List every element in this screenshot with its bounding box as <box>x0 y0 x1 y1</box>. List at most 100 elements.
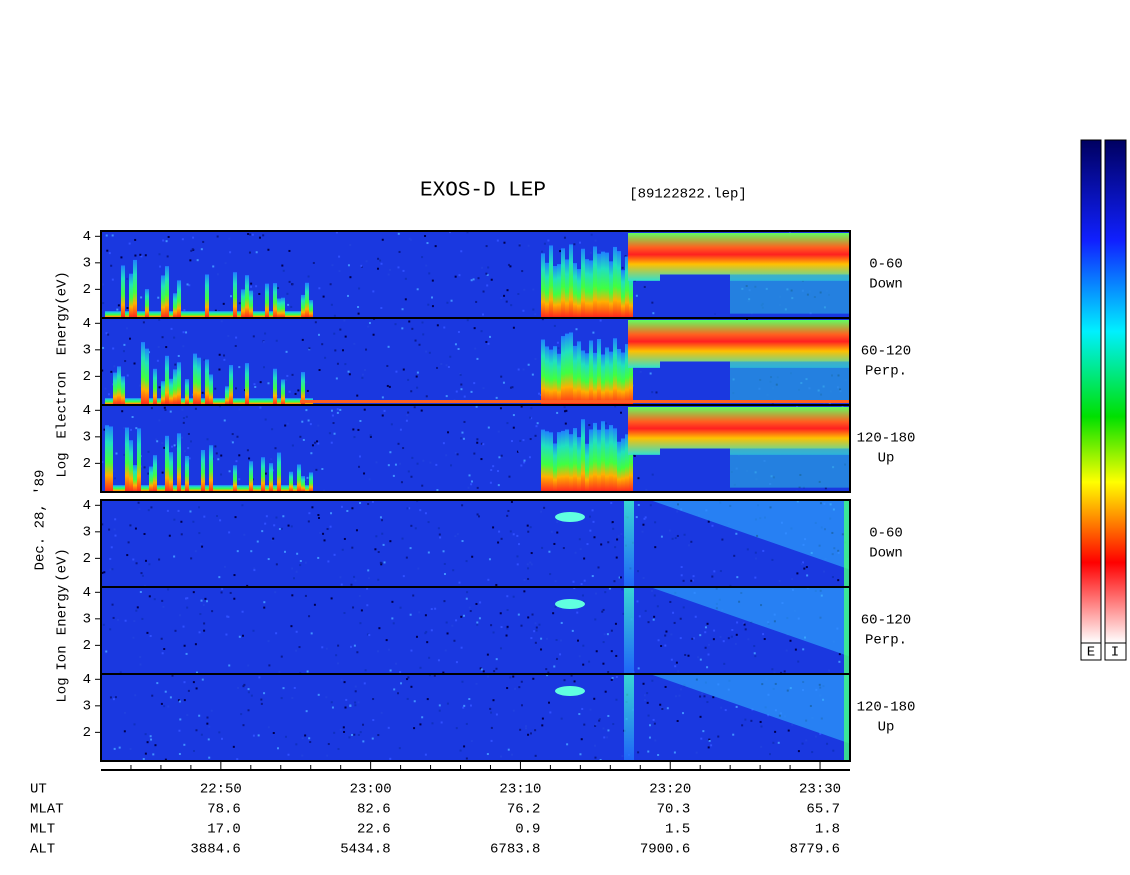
noise <box>365 260 368 263</box>
intensity <box>549 349 553 405</box>
noise <box>151 694 154 697</box>
noise <box>284 735 287 738</box>
intensity <box>221 485 225 492</box>
noise <box>517 292 520 295</box>
intensity <box>621 352 625 405</box>
intensity <box>628 233 850 281</box>
noise <box>353 575 356 578</box>
noise <box>144 752 147 755</box>
noise <box>547 671 550 674</box>
noise <box>381 532 384 535</box>
noise <box>598 719 601 722</box>
noise <box>428 351 431 354</box>
noise <box>278 670 281 673</box>
noise <box>576 611 579 614</box>
intensity <box>133 465 137 492</box>
noise <box>416 462 419 465</box>
orbit-value: 6783.8 <box>490 842 540 858</box>
intensity <box>730 448 850 488</box>
noise <box>200 248 203 251</box>
noise <box>498 456 501 459</box>
noise <box>276 747 279 750</box>
noise <box>372 333 375 336</box>
noise <box>453 639 456 642</box>
noise <box>675 661 678 664</box>
noise <box>824 487 827 490</box>
noise <box>753 652 756 655</box>
noise <box>563 679 566 682</box>
intensity <box>109 311 113 318</box>
noise <box>192 681 195 684</box>
noise <box>583 557 586 560</box>
noise <box>541 250 544 253</box>
noise <box>167 588 170 591</box>
noise <box>387 726 390 729</box>
noise <box>158 558 161 561</box>
noise <box>325 696 328 699</box>
intensity <box>153 368 157 405</box>
noise <box>697 656 700 659</box>
noise <box>230 295 233 298</box>
noise <box>180 533 183 536</box>
noise <box>470 483 473 486</box>
noise <box>280 655 283 658</box>
noise <box>581 594 584 597</box>
noise <box>682 579 685 582</box>
noise <box>499 407 502 410</box>
noise <box>664 685 667 688</box>
noise <box>260 698 263 701</box>
orbit-row-name: UT <box>30 782 47 798</box>
noise <box>305 409 308 412</box>
noise <box>288 280 291 283</box>
noise <box>369 435 372 438</box>
noise <box>187 689 190 692</box>
colorbar-label: E <box>1087 645 1095 661</box>
noise <box>194 550 197 553</box>
noise <box>735 532 738 535</box>
noise <box>310 632 313 635</box>
noise <box>431 722 434 725</box>
noise <box>426 698 429 701</box>
noise <box>397 692 400 695</box>
noise <box>463 420 466 423</box>
noise <box>127 541 130 544</box>
noise <box>358 455 361 458</box>
noise <box>362 740 365 743</box>
noise <box>803 567 806 570</box>
noise <box>343 319 346 322</box>
noise <box>150 407 153 410</box>
noise <box>304 561 307 564</box>
intensity <box>141 311 145 318</box>
noise <box>641 530 644 533</box>
noise <box>103 571 106 574</box>
intensity <box>555 512 585 522</box>
noise <box>649 504 652 507</box>
noise <box>353 342 356 345</box>
intensity <box>605 429 609 492</box>
noise <box>471 555 474 558</box>
noise <box>424 614 427 617</box>
noise <box>436 366 439 369</box>
noise <box>108 252 111 255</box>
noise <box>254 385 257 388</box>
noise <box>247 688 250 691</box>
noise <box>506 608 509 611</box>
noise <box>602 727 605 730</box>
noise <box>674 665 677 668</box>
noise <box>250 694 253 697</box>
noise <box>731 629 734 632</box>
noise <box>105 650 108 653</box>
noise <box>422 333 425 336</box>
noise <box>397 442 400 445</box>
noise <box>102 623 105 626</box>
noise <box>366 633 369 636</box>
noise <box>727 637 730 640</box>
intensity <box>605 347 609 405</box>
intensity <box>217 311 221 318</box>
noise <box>295 649 298 652</box>
noise <box>694 615 697 618</box>
noise <box>495 667 498 670</box>
noise <box>339 576 342 579</box>
noise <box>174 363 177 366</box>
noise <box>351 546 354 549</box>
